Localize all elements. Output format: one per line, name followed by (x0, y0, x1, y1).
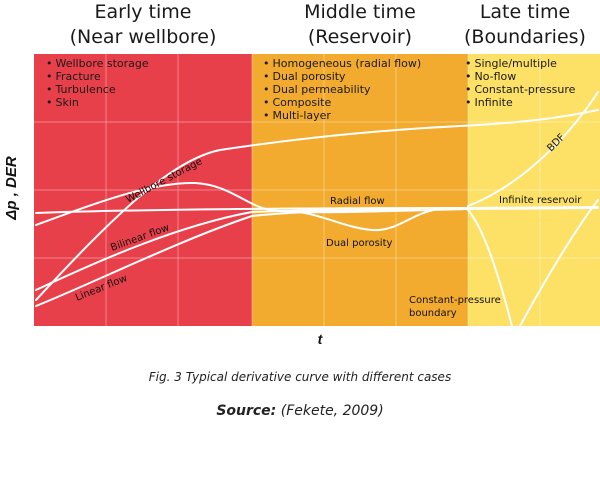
late-rise-curve (519, 199, 599, 327)
x-axis-label: t (317, 331, 323, 347)
list-item: Homogeneous (radial flow) (263, 57, 422, 70)
list-middle-time: Homogeneous (radial flow) Dual porosity … (263, 57, 422, 122)
list-early-time: Wellbore storage Fracture Turbulence Ski… (46, 57, 149, 109)
y-axis-label: Δp , DER (3, 156, 20, 220)
label-dual-porosity: Dual porosity (326, 238, 393, 249)
header-late-title: Late time (479, 1, 571, 23)
list-item: Infinite (465, 96, 575, 109)
wellbore-storage-hump-curve (35, 181, 599, 226)
list-item: Fracture (46, 70, 149, 83)
label-boundary: boundary (409, 308, 457, 319)
label-constant-pressure: Constant-pressure (409, 295, 501, 306)
list-item: Skin (46, 96, 149, 109)
list-item: Dual porosity (263, 70, 421, 83)
header-middle-title: Middle time (304, 1, 416, 23)
header-late-time: Late time (Boundaries) (450, 0, 600, 50)
source-label: Source: (216, 403, 277, 419)
list-item: No-flow (465, 70, 575, 83)
header-late-subtitle: (Boundaries) (464, 26, 586, 48)
list-item: Wellbore storage (46, 57, 149, 70)
header-middle-subtitle: (Reservoir) (307, 26, 413, 48)
list-late-time: Single/multiple No-flow Constant-pressur… (465, 57, 576, 109)
list-item: Multi-layer (263, 109, 421, 122)
list-item: Dual permeability (263, 83, 421, 96)
header-middle-time: Middle time (Reservoir) (252, 0, 468, 50)
dual-porosity-curve (289, 208, 441, 232)
list-item: Turbulence (46, 83, 149, 96)
wellbore-storage-curve (35, 109, 599, 301)
bdf-curve (467, 91, 599, 207)
header-early-title: Early time (94, 1, 192, 23)
header-early-subtitle: (Near wellbore) (69, 26, 217, 48)
list-item: Constant-pressure (465, 83, 576, 96)
figure-source: Source: (Fekete, 2009) (0, 403, 600, 419)
figure-caption: Fig. 3 Typical derivative curve with dif… (148, 370, 452, 384)
linear-flow-curve (35, 209, 381, 307)
list-item: Composite (263, 96, 421, 109)
constant-pressure-boundary-curve (467, 209, 513, 327)
radial-flow-line (35, 206, 599, 214)
label-infinite-reservoir: Infinite reservoir (499, 195, 582, 206)
list-item: Single/multiple (465, 57, 575, 70)
label-radial-flow: Radial flow (330, 196, 385, 207)
source-text: (Fekete, 2009) (276, 403, 384, 419)
header-early-time: Early time (Near wellbore) (34, 0, 252, 50)
